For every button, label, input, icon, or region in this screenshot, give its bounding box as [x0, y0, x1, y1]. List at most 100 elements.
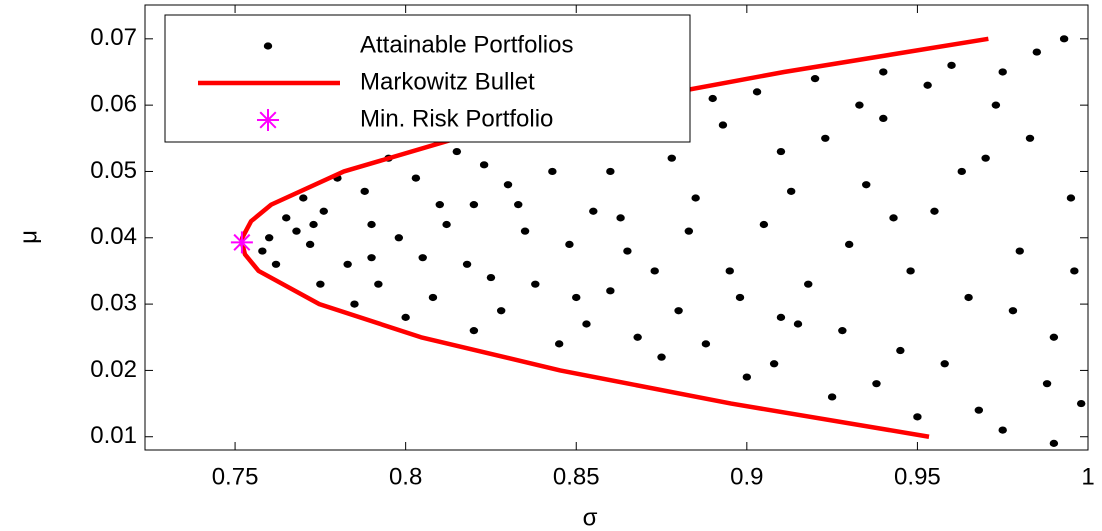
point	[633, 333, 642, 341]
point	[759, 220, 769, 229]
point	[292, 227, 301, 235]
point	[657, 353, 666, 361]
legend-label: Markowitz Bullet	[360, 68, 535, 95]
star-marker	[230, 231, 253, 254]
point	[411, 174, 421, 182]
point	[896, 346, 905, 355]
point	[309, 220, 318, 229]
x-tick-label: 0.95	[894, 463, 941, 490]
legend-label: Attainable Portfolios	[360, 31, 573, 58]
point	[991, 101, 1001, 109]
point	[565, 240, 574, 249]
point	[496, 307, 506, 315]
point	[554, 340, 564, 348]
point	[452, 147, 462, 156]
point	[1049, 439, 1059, 447]
point	[708, 94, 717, 103]
point	[1066, 194, 1076, 202]
legend-label: Min. Risk Portfolio	[360, 105, 553, 132]
point	[282, 214, 291, 222]
point	[428, 293, 438, 302]
point	[360, 187, 369, 195]
point	[548, 167, 557, 176]
point	[725, 267, 734, 275]
y-tick-label: 0.01	[90, 422, 137, 449]
point	[913, 413, 922, 421]
point	[776, 313, 786, 321]
point	[718, 121, 728, 129]
point	[1042, 380, 1052, 388]
legend-box	[164, 14, 691, 143]
y-tick-label: 0.07	[90, 24, 137, 51]
point	[316, 280, 325, 288]
point	[442, 220, 451, 229]
point	[906, 267, 915, 275]
point	[305, 240, 315, 249]
point	[589, 207, 598, 215]
point	[319, 207, 328, 215]
x-tick-label: 0.85	[553, 463, 600, 490]
point	[271, 260, 281, 268]
point	[769, 360, 779, 368]
point	[855, 101, 864, 109]
point	[735, 293, 745, 302]
x-tick-label: 0.8	[389, 463, 422, 490]
point	[394, 234, 404, 242]
point	[514, 201, 523, 209]
point	[862, 181, 871, 189]
point	[964, 293, 973, 302]
point	[940, 360, 949, 368]
x-axis-label: σ	[583, 504, 598, 531]
point	[1059, 35, 1069, 43]
point	[930, 207, 939, 215]
point	[350, 300, 359, 308]
y-tick-label: 0.06	[90, 90, 137, 117]
x-tick-label: 0.9	[730, 463, 763, 490]
legend-marker	[257, 109, 279, 131]
y-tick-label: 0.05	[90, 157, 137, 184]
point	[793, 320, 803, 328]
point	[947, 61, 956, 69]
point	[827, 393, 837, 401]
point	[531, 280, 540, 288]
point	[872, 380, 881, 388]
point	[742, 373, 752, 381]
point	[503, 181, 513, 189]
point	[367, 220, 376, 229]
point	[264, 234, 274, 242]
point	[606, 167, 615, 176]
point	[752, 88, 762, 96]
point	[462, 260, 472, 268]
legend-marker	[263, 42, 273, 50]
point	[258, 247, 267, 255]
point	[674, 307, 683, 315]
point	[981, 154, 990, 162]
point	[786, 187, 796, 195]
point	[957, 167, 966, 176]
point	[879, 114, 888, 123]
point	[879, 68, 888, 76]
point	[401, 313, 410, 321]
point	[804, 280, 813, 288]
point	[684, 227, 694, 235]
point	[1008, 307, 1018, 315]
point	[367, 254, 376, 262]
point	[623, 247, 632, 255]
x-tick-label: 0.75	[212, 463, 259, 490]
point	[572, 293, 581, 302]
point	[616, 214, 625, 222]
point	[418, 254, 427, 262]
point	[520, 227, 530, 235]
point	[701, 340, 711, 348]
point	[844, 240, 854, 249]
point	[374, 280, 383, 288]
point	[343, 260, 352, 268]
point	[1025, 134, 1035, 142]
point	[1032, 48, 1042, 56]
point	[1076, 399, 1086, 408]
x-tick-label: 1	[1081, 463, 1094, 490]
y-tick-label: 0.02	[90, 356, 137, 383]
y-axis-label: μ	[15, 230, 42, 244]
point	[810, 75, 820, 83]
